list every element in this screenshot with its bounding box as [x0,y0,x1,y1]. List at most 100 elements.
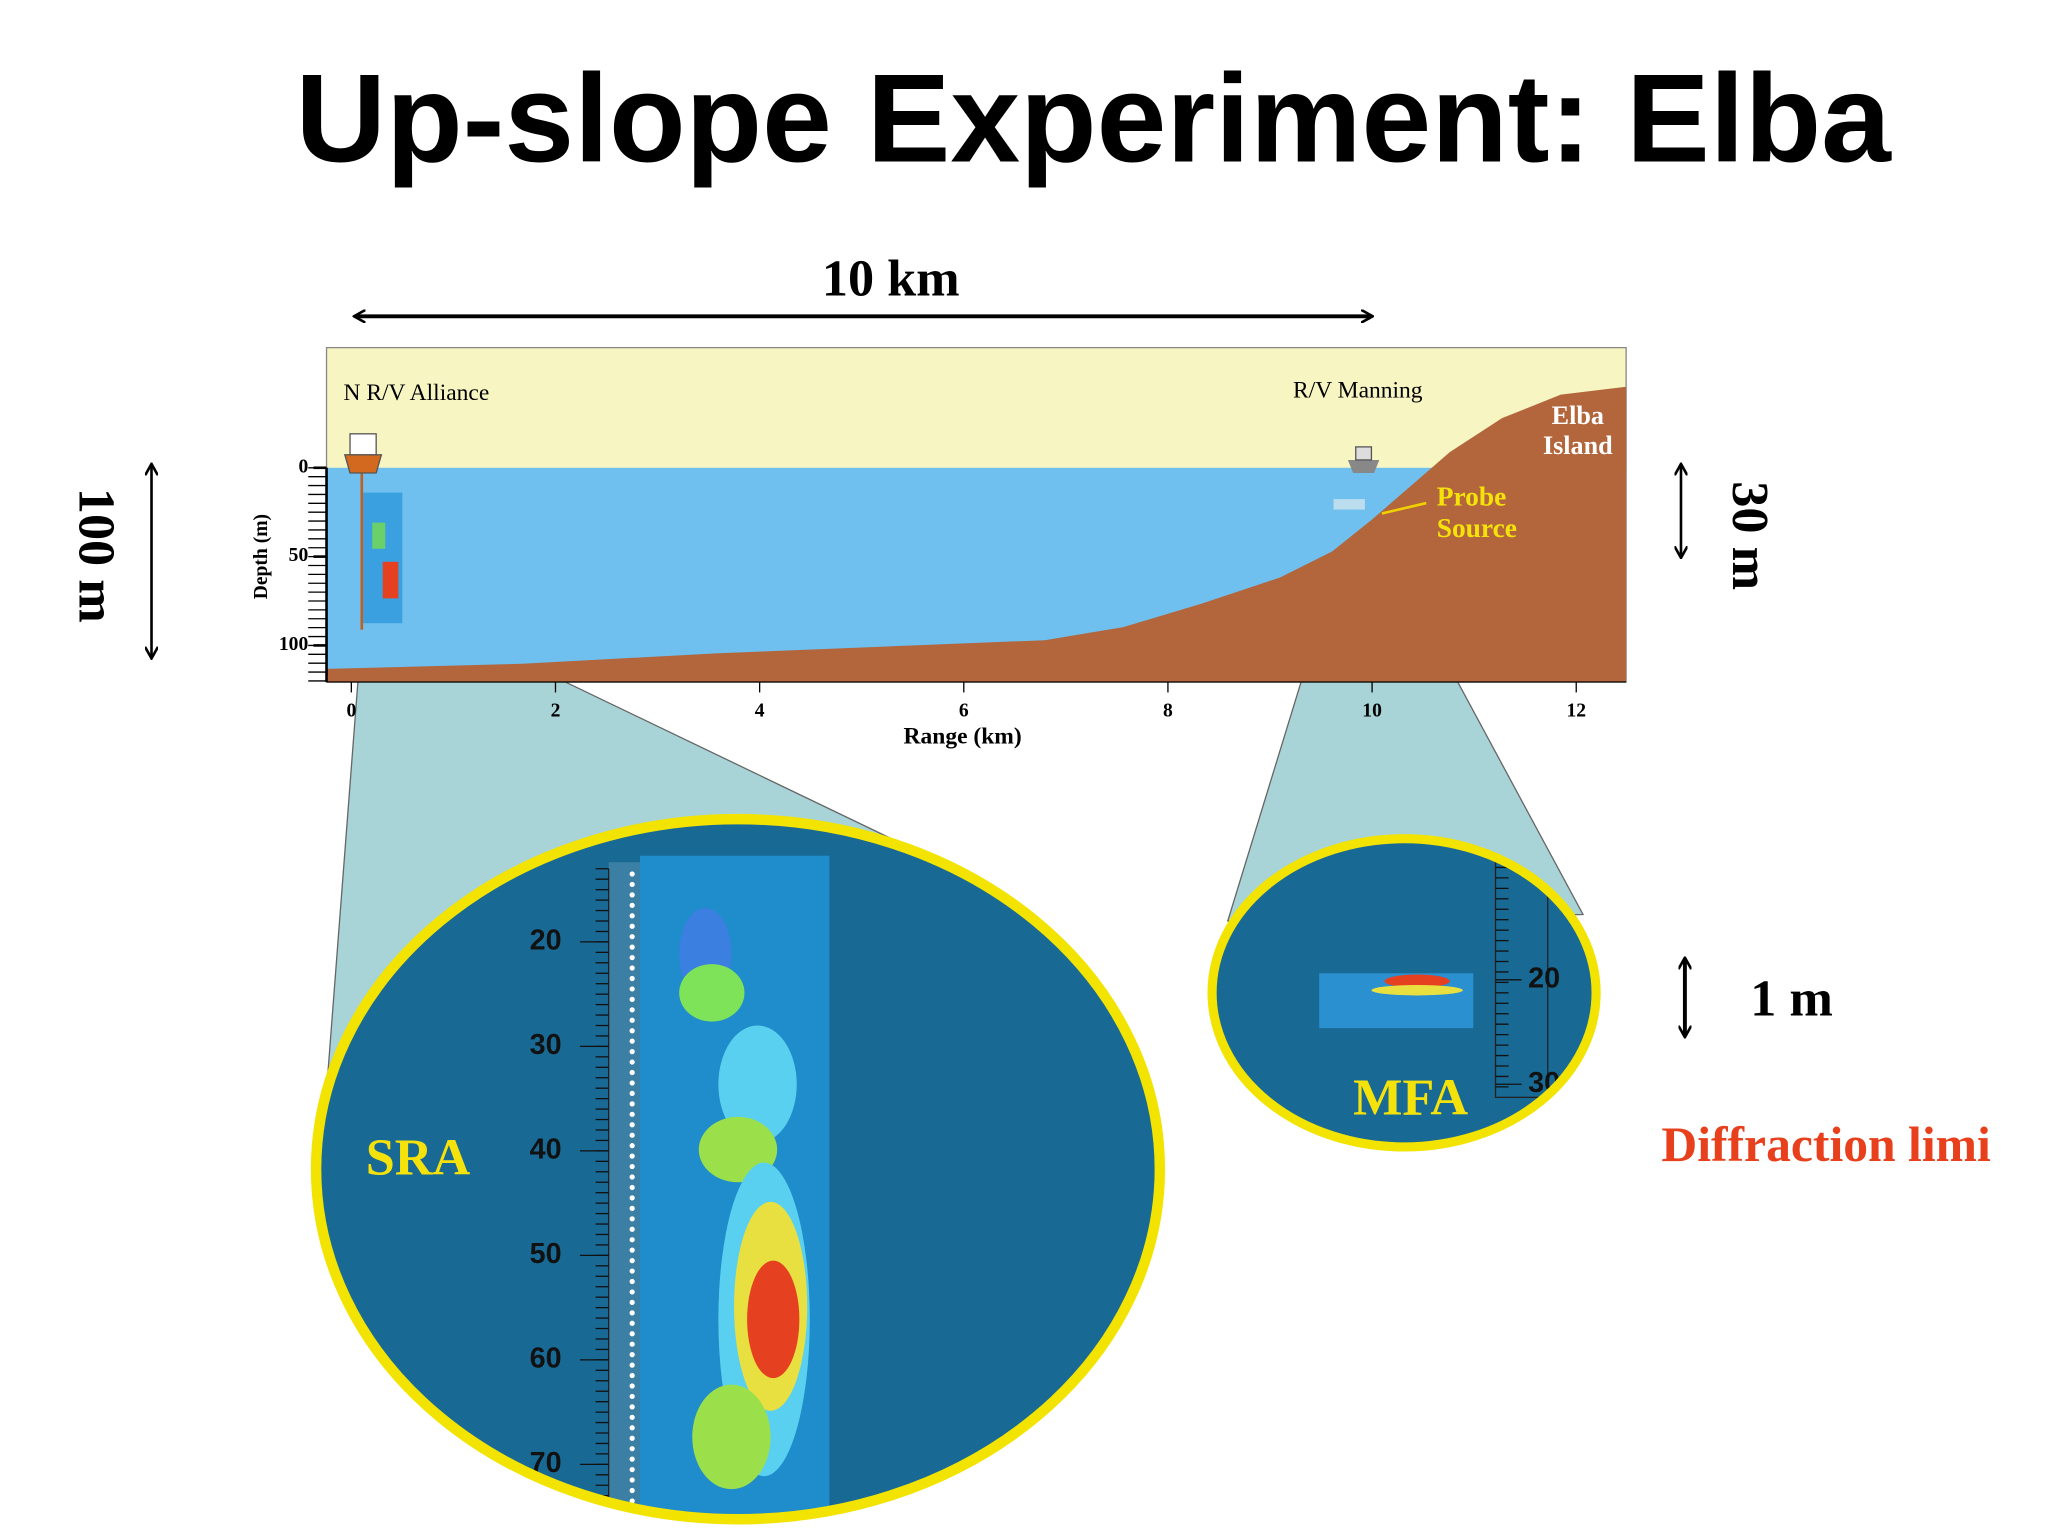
array-element [629,944,635,950]
mfa-blob [1384,974,1450,988]
array-element [629,1299,635,1306]
island-label: Elba [1552,401,1604,430]
ship [349,433,377,456]
mfa-blob [1371,985,1463,996]
ship [343,454,383,474]
array-element [629,1017,635,1023]
sra-tick-label: 60 [530,1342,562,1374]
array-element [629,1038,635,1044]
section: N R/V Alliance R/V Manning Elba Island P… [251,346,1627,750]
array-element [629,923,635,929]
array-element [629,1320,635,1326]
array-element [629,871,635,877]
range-tick-label: 2 [551,701,561,722]
array-element [629,954,635,961]
sra-blob [747,1260,800,1379]
array-element [629,1205,635,1211]
array-element [629,1310,635,1316]
island-label: Island [1543,431,1613,460]
array-element [629,1132,635,1138]
right-scale-label: 30 m [1721,481,1779,590]
array-element [629,1174,635,1180]
mfa-label: MFA [1353,1069,1468,1127]
array-element [629,1498,635,1504]
range-tick-label: 10 [1362,701,1382,722]
span-label: 10 km [822,250,960,308]
sra-tick-label: 50 [530,1238,562,1270]
array-element [629,1007,635,1013]
array-element [629,1257,635,1264]
sra-blob [692,1384,771,1490]
range-axis-title: Range (km) [904,724,1022,750]
array-element [629,1393,635,1400]
note: Diffraction limi [1661,1117,1991,1172]
array-element [629,1111,635,1117]
array-element [629,1080,635,1086]
array-element [629,1487,635,1494]
array-element [629,1237,635,1243]
sra-tick-label: 20 [530,925,562,957]
array-element [629,1477,635,1483]
sra-blob [382,561,399,599]
array-element [629,1446,635,1452]
depth-axis-title: Depth (m) [251,514,272,599]
array-element [629,892,635,898]
sra-blob [718,1025,797,1144]
array-element [629,1278,635,1285]
sra-lens-rim [310,813,1166,1525]
sra-label: SRA [366,1129,471,1187]
array-element [629,881,635,888]
mfa-lens-rim [1207,834,1601,1152]
array-element [629,1425,635,1431]
array-element [630,1530,635,1535]
depth-tick-label: 100 [279,634,309,655]
array-element [629,986,635,992]
array-element [629,1352,635,1358]
sra-array [608,862,640,1517]
array-element [629,1049,635,1055]
sra-image [363,492,403,624]
array-element [629,1216,635,1222]
probe-label: Source [1437,513,1517,543]
ship-label: R/V Manning [1293,377,1423,403]
resolution-label: 1 m [1750,969,1833,1027]
array-element [629,1028,635,1034]
array-element [629,1404,635,1410]
range-tick-label: 12 [1566,701,1586,722]
array-element [629,1069,635,1076]
left-scale-label: 100 m [67,488,125,623]
array-element [629,965,635,971]
range-tick-label: 4 [755,701,765,722]
array-element [629,996,635,1002]
sra-blob [372,522,386,549]
ship [1347,459,1380,474]
array-element [629,1331,635,1337]
ship-label: N R/V Alliance [344,380,490,406]
array-element [629,1059,635,1065]
array-element [629,1341,635,1347]
array-element [629,975,635,982]
array-element [629,1414,635,1420]
array-element [629,1195,635,1201]
array-element [629,1268,635,1274]
array-element [629,1289,635,1295]
mfa-tick-label: 20 [1528,962,1560,994]
array-element [629,1435,635,1441]
array-element [630,1519,635,1524]
array-element [629,1153,635,1159]
array-element [629,1362,635,1368]
array-element [629,1372,635,1379]
array-element [629,1456,635,1462]
sra-tick-label: 30 [530,1029,562,1061]
probe-pointer [1381,501,1427,515]
sra-blob [679,964,745,1022]
array-element [629,1247,635,1253]
depth-tick-label: 50 [289,545,309,566]
array-element [629,934,635,940]
array-element [629,1383,635,1389]
depth-tick-label: 0 [298,456,308,477]
